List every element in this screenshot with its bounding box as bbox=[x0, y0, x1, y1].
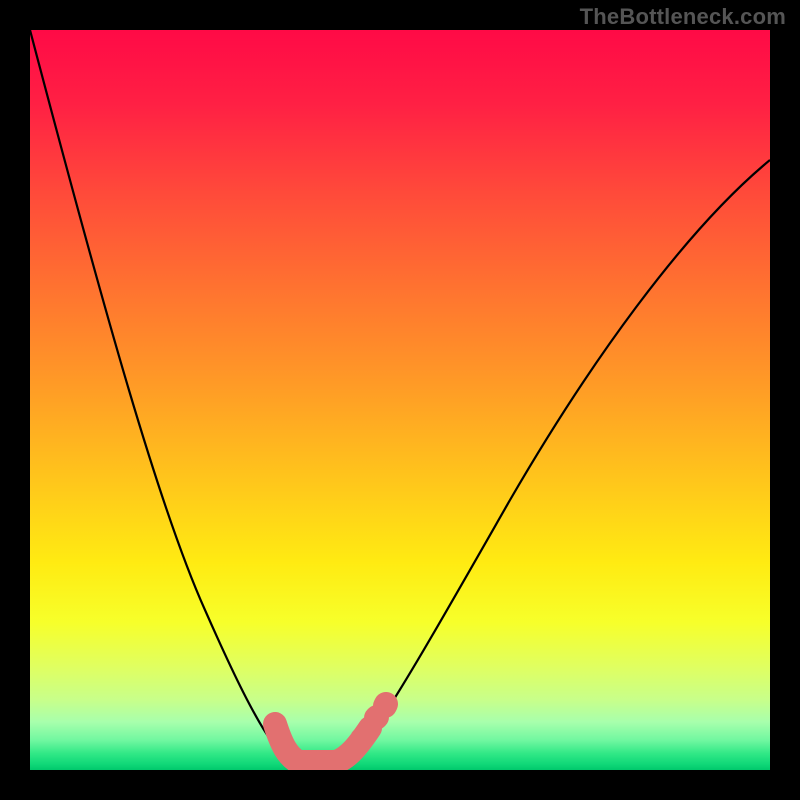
plot-area bbox=[30, 30, 770, 770]
chart-svg bbox=[30, 30, 770, 770]
gradient-background bbox=[30, 30, 770, 770]
chart-frame: TheBottleneck.com bbox=[0, 0, 800, 800]
watermark-text: TheBottleneck.com bbox=[580, 4, 786, 30]
